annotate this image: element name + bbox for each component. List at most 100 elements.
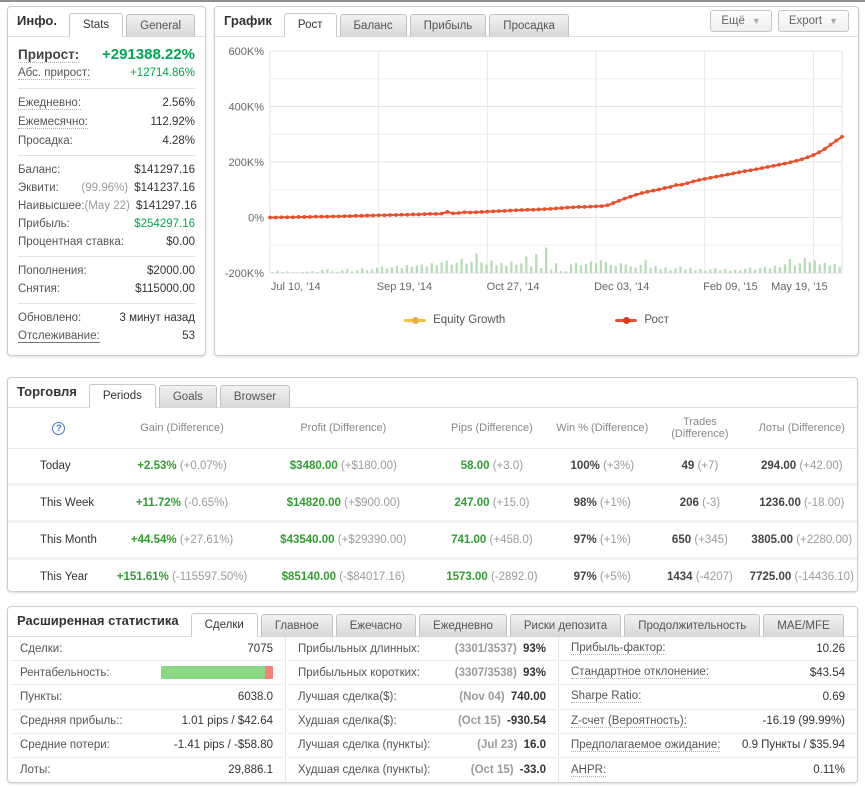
tab-stats[interactable]: Stats [68,13,124,37]
trades-value: 1434 [666,571,693,583]
info-label-снятия: Снятия: [18,283,60,295]
stat-row-прибыльных-коротких: Прибыльных коротких: (3307/3538) 93% [288,661,556,686]
stat-label-стандартное-отклонение[interactable]: Стандартное отклонение: [571,666,709,680]
stat-value: 6038.0 [238,691,273,703]
trades-value: 650 [671,534,692,546]
tab-general[interactable]: General [126,14,196,37]
info-row-наивысшее: Наивысшее: (May 22) $141297.16 [18,197,197,215]
tab-сделки[interactable]: Сделки [190,613,258,637]
profitability-bar-loss [265,666,273,680]
profitability-bar [161,666,273,680]
tab-mae-mfe[interactable]: MAE/MFE [763,614,844,637]
tab-browser[interactable]: Browser [219,385,291,408]
info-value: $115000.00 [135,283,195,295]
info-row-обновлено: Обновлено: 3 минут назад [18,309,195,327]
pips-cell: 58.00 (+3.0) [432,449,551,485]
lots-value: 3805.00 [751,534,793,546]
tab-рост[interactable]: Рост [283,13,337,37]
info-label-отслеживание[interactable]: Отслеживание: [18,330,100,343]
info-label-процентная-ставка: Процентная ставка: [18,236,124,248]
pips-difference: (+458.0) [489,534,533,546]
table-row-this-year: This Year +151.61% (-115597.50%) $85140.00… [8,558,857,595]
info-row-ежемесячно: Ежемесячно: 112.92% [18,113,195,132]
info-label-ежедневно[interactable]: Ежедневно: [18,97,82,110]
info-value-main: $0.00 [166,236,195,248]
column-header-profit-difference: Profit (Difference) [254,408,433,449]
win-value: 97% [573,571,597,583]
рост-line-icon [615,316,638,324]
info-value-main: 3 минут назад [119,312,195,324]
lots-difference: (+42.00) [799,460,843,472]
periods-table: ? Gain (Difference) Profit (Difference) Pip… [8,408,857,594]
pips-value: 58.00 [460,460,490,472]
trading-panel-header: Торговля Periods Goals Browser [8,378,857,408]
stat-label-сделки: Сделки: [20,642,63,655]
stat-label-ahpr[interactable]: AHPR: [571,763,607,777]
win-cell: 97% (+1%) [551,522,653,559]
tab-баланс[interactable]: Баланс [339,14,407,37]
stat-value-main: 7075 [247,642,273,655]
win-value: 98% [573,497,597,509]
stat-value-main: -1.41 pips / -$58.80 [173,739,273,752]
stat-row-прибыль-фактор: Прибыль-фактор: 10.26 [561,637,855,662]
pips-value: 1573.00 [446,571,488,583]
extended-stats-panel: Расширенная статистика Сделки Главное Ежеч… [7,606,858,783]
tab-продолжительность[interactable]: Продолжительность [624,614,761,637]
stat-label-z-счет-вероятность[interactable]: Z-счет (Вероятность): [571,714,687,728]
stat-label-прибыль-фактор[interactable]: Прибыль-фактор: [571,642,666,656]
info-group-performance: Ежедневно: 2.56% Ежемесячно: 112.92% Просадк… [18,89,195,156]
info-label-просадка: Просадка: [18,135,73,147]
info-label-ежемесячно[interactable]: Ежемесячно: [18,116,88,129]
info-row-эквити: Эквити: (99.96%) $141237.16 [18,179,195,197]
stat-value-main: 10.26 [816,642,845,655]
profitability-bar-win [161,666,266,680]
stat-label-средняя-прибыль: Средняя прибыль:: [20,715,123,728]
help-column-header: ? [8,408,110,449]
chevron-down-icon: ▼ [829,16,838,26]
info-value: $2000.00 [147,265,195,277]
tab-главное[interactable]: Главное [260,614,333,637]
svg-text:Feb 09, '15: Feb 09, '15 [703,281,758,293]
stat-label-sharpe-ratio[interactable]: Sharpe Ratio: [571,690,642,704]
lots-value: 294.00 [761,460,797,472]
gain-label[interactable]: Прирост: [18,47,80,63]
info-value: $254297.16 [134,218,195,230]
more-button[interactable]: Ещё ▼ [710,10,772,32]
trades-cell: 650 (+345) [653,522,746,559]
y-axis-labels: 600K% 400K% 200K% 0% -200K% [225,46,264,280]
stat-row-предполагаемое-ожидание: Предполагаемое ожидание: 0.9 Пункты / $35… [561,734,855,758]
tab-прибыль[interactable]: Прибыль [409,14,487,37]
tab-periods[interactable]: Periods [88,384,156,408]
profit-value: $3480.00 [289,460,338,472]
export-button-label: Export [788,15,823,27]
info-label-обновлено: Обновлено: [18,312,82,324]
stat-value-main: 93% [522,666,546,679]
tab-просадка[interactable]: Просадка [489,14,569,37]
stat-row-лучшая-сделка-пункты: Лучшая сделка (пункты): (Jul 23) 16.0 [288,734,556,758]
gain-value: +2.53% [137,460,177,472]
lots-difference: (-14436.10) [794,571,854,583]
export-button[interactable]: Export ▼ [777,10,849,32]
legend-item-рост[interactable]: Рост [615,314,669,326]
tab-ежедневно[interactable]: Ежедневно [419,614,507,637]
chart-panel: График Рост Баланс Прибыль Просадка Ещё ▼ E… [214,6,859,356]
growth-chart[interactable]: 600K% 400K% 200K% 0% -200K% Jul 10, '14 Sep 19… [223,41,850,303]
column-header-pips-difference: Pips (Difference) [432,408,552,449]
info-body: Прирост: +291388.22% Абс. прирост: +1271… [8,37,205,351]
abs-gain-label[interactable]: Абс. прирост: [18,67,91,80]
tab-ежечасно[interactable]: Ежечасно [335,614,417,637]
profit-value: $14820.00 [286,497,341,509]
tab-goals[interactable]: Goals [158,385,217,408]
lots-value: 7725.00 [749,571,792,583]
win-cell: 100% (+3%) [551,449,653,485]
help-icon[interactable]: ? [52,421,66,435]
profit-cell: $14820.00 (+$900.00) [254,485,432,522]
legend-item-equity-growth[interactable]: Equity Growth [404,314,505,326]
info-value-prefix: (May 22) [84,200,134,212]
info-value: 4.28% [162,135,195,147]
stat-value-main: -33.0 [519,764,546,777]
gain-cell: +44.54% (+27.61%) [110,522,254,559]
stat-label-предполагаемое-ожидание[interactable]: Предполагаемое ожидание: [571,738,721,752]
tab-риски-депозита[interactable]: Риски депозита [509,614,622,637]
info-row-баланс: Баланс: $141297.16 [18,161,195,179]
